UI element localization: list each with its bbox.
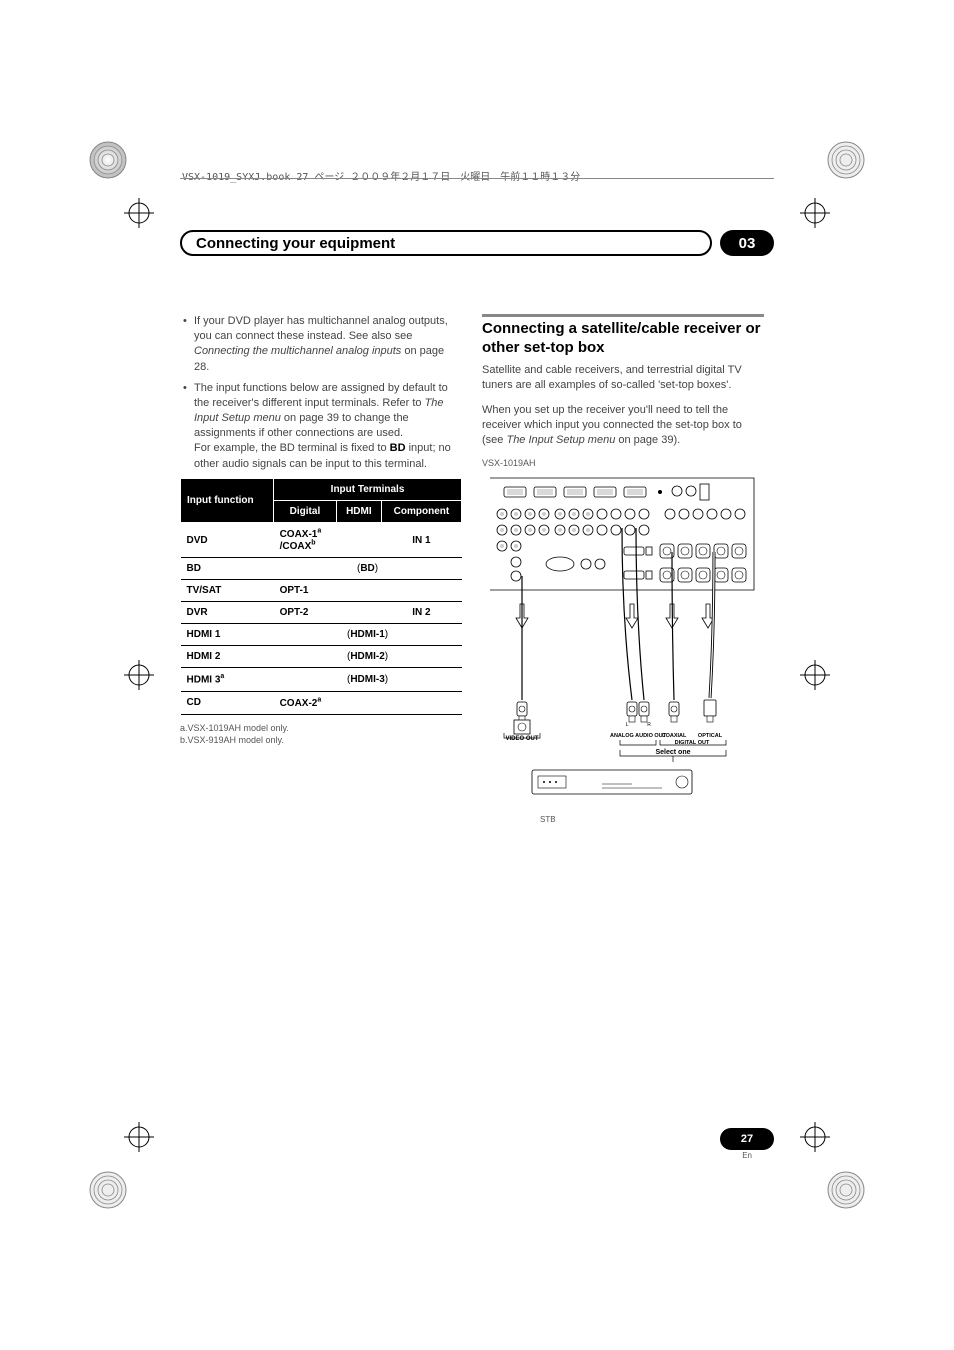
bullet-item: •The input functions below are assigned … (180, 381, 462, 472)
th-hdmi: HDMI (336, 500, 381, 522)
page-number-badge: 27 (720, 1128, 774, 1150)
registration-mark-icon (124, 660, 154, 690)
input-terminals-table: Input function Input Terminals Digital H… (180, 478, 462, 715)
crop-mark-icon (88, 140, 128, 180)
crop-mark-icon (88, 1170, 128, 1210)
bullet-list: •If your DVD player has multichannel ana… (180, 314, 462, 472)
table-row: CDCOAX-2a (181, 691, 462, 714)
registration-mark-icon (124, 1122, 154, 1152)
stb-label: STB (540, 815, 764, 824)
table-row: DVROPT-2IN 2 (181, 602, 462, 624)
crop-mark-icon (826, 1170, 866, 1210)
svg-text:Select one: Select one (655, 749, 690, 756)
section-title: Connecting a satellite/cable receiver or… (482, 314, 764, 358)
registration-mark-icon (800, 198, 830, 228)
th-digital: Digital (274, 500, 337, 522)
svg-text:ANALOG AUDIO OUT: ANALOG AUDIO OUT (610, 733, 667, 739)
table-row: HDMI 2(HDMI-2) (181, 646, 462, 668)
chapter-header: Connecting your equipment 03 (180, 230, 774, 256)
svg-text:COAXIAL: COAXIAL (662, 733, 687, 739)
connection-diagram: VIDEO OUT L R ANALOG AUDIO OUT COAXIAL O… (482, 470, 762, 810)
diagram-model-label: VSX-1019AH (482, 458, 764, 468)
section-paragraph: When you set up the receiver you'll need… (482, 403, 764, 449)
page-lang: En (742, 1151, 752, 1160)
chapter-number: 03 (720, 230, 774, 256)
svg-text:OPTICAL: OPTICAL (698, 733, 723, 739)
label-video-out: VIDEO OUT (505, 736, 538, 742)
section-paragraph: Satellite and cable receivers, and terre… (482, 363, 764, 393)
th-component: Component (381, 500, 461, 522)
table-row: DVDCOAX-1a/COAXbIN 1 (181, 522, 462, 558)
table-row: TV/SATOPT-1 (181, 580, 462, 602)
table-row: HDMI 1(HDMI-1) (181, 624, 462, 646)
registration-mark-icon (800, 1122, 830, 1152)
svg-text:L: L (626, 722, 629, 728)
crop-mark-icon (826, 140, 866, 180)
registration-mark-icon (800, 660, 830, 690)
print-header: VSX-1019_SYXJ.book 27 ページ ２００９年２月１７日 火曜日… (182, 168, 580, 183)
th-input-function: Input function (181, 478, 274, 522)
table-row: HDMI 3a(HDMI-3) (181, 668, 462, 691)
bullet-item: •If your DVD player has multichannel ana… (180, 314, 462, 375)
print-header-rule (180, 178, 774, 179)
registration-mark-icon (124, 198, 154, 228)
chapter-title: Connecting your equipment (196, 235, 395, 252)
svg-text:R: R (647, 722, 651, 728)
page-number: 27 (741, 1134, 753, 1145)
table-row: BD(BD) (181, 558, 462, 580)
table-footnotes: a.VSX-1019AH model only.b.VSX-919AH mode… (180, 723, 462, 746)
th-input-terminals: Input Terminals (274, 478, 462, 500)
